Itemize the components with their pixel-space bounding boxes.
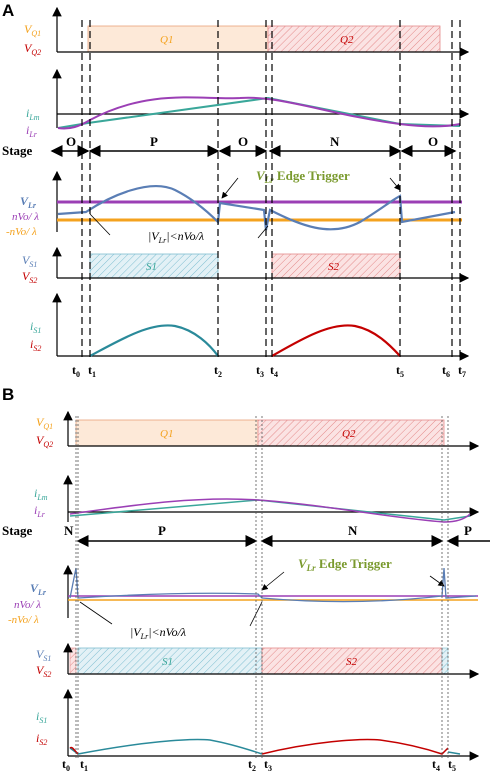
vs2-label-a: VS2 — [22, 269, 37, 285]
panel-a-voltage-row — [52, 170, 462, 239]
panel-a-current-row — [52, 68, 470, 130]
t4-a: t4 — [270, 363, 278, 379]
q1-box-b — [75, 419, 259, 447]
t6-a: t6 — [442, 363, 450, 379]
t1-b: t1 — [80, 757, 88, 771]
neg-limit-a: -nVo/ λ — [6, 226, 37, 238]
vs1-label-a: VS1 — [22, 253, 37, 269]
q1-box-label-b: Q1 — [160, 428, 173, 440]
is1-label-b: iS1 — [36, 709, 47, 725]
ilm-label-b: iLm — [34, 486, 48, 502]
panel-b-label: B — [2, 385, 14, 404]
stage-a-4: O — [428, 134, 438, 149]
s1-label-a: S1 — [146, 261, 157, 273]
panel-b-time-labels: t0 t1 t2 t3 t4 t5 — [62, 757, 456, 771]
t3-a: t3 — [256, 363, 264, 379]
ilm-label-a: iLm — [26, 106, 40, 122]
t7-a: t7 — [458, 363, 466, 379]
ilr-trace-b — [69, 498, 471, 523]
s1-box-a — [89, 253, 219, 279]
is2-label-b: iS2 — [36, 731, 47, 747]
panel-a-time-labels: t0 t1 t2 t3 t4 t5 t6 t7 — [72, 363, 466, 379]
t3-b: t3 — [264, 757, 272, 771]
vq1-label-b: VQ1 — [36, 415, 53, 431]
panel-a-stage-row: Stage O P O N O — [2, 134, 457, 158]
t1-a: t1 — [88, 363, 96, 379]
is2-trace-a — [271, 324, 401, 357]
vs1-label-b: VS1 — [36, 647, 51, 663]
stage-b-1: P — [158, 523, 166, 538]
vq2-label: VQ2 — [24, 41, 41, 57]
ilm-trace-a — [57, 96, 461, 129]
is1-trace-a — [89, 324, 219, 357]
panel-a-label: A — [2, 1, 14, 20]
ilr-label-b: iLr — [34, 503, 46, 519]
is1-label-a: iS1 — [30, 319, 41, 335]
stage-a-1: P — [150, 134, 158, 149]
s2-label-a: S2 — [328, 261, 340, 273]
ilm-trace-b — [69, 499, 471, 521]
neg-limit-b: -nVo/ λ — [8, 614, 39, 626]
panel-a-time-markers — [81, 20, 461, 360]
q2-box — [267, 25, 441, 53]
s2-box-a — [271, 253, 401, 279]
stage-title-b: Stage — [2, 523, 33, 538]
q2-box-label: Q2 — [340, 34, 354, 46]
ilr-trace-a — [57, 96, 461, 130]
vlr-trace-a — [57, 185, 456, 231]
q1-box — [87, 25, 269, 53]
stage-b-0: N — [64, 523, 74, 538]
s2-label-b: S2 — [346, 656, 358, 668]
edge-trigger-a: VLr Edge Trigger — [256, 168, 350, 185]
ilr-label-a: iLr — [26, 123, 38, 139]
vq2-label-b: VQ2 — [36, 433, 53, 449]
panel-a-gate-row: Q1 Q2 — [52, 6, 470, 57]
q2-box-label-b: Q2 — [342, 428, 356, 440]
is1-trace-b — [69, 738, 263, 755]
t0-b: t0 — [62, 757, 70, 771]
vlr-label-a: VLr — [20, 194, 37, 210]
t0-a: t0 — [72, 363, 80, 379]
panel-b-current-row — [63, 474, 480, 523]
s1-box-b — [77, 647, 263, 675]
pos-limit-b: nVo/ λ — [14, 599, 41, 611]
panel-b-stage-row: Stage N P N P — [2, 523, 490, 547]
edge-trigger-b: VLr Edge Trigger — [298, 556, 392, 573]
stage-a-2: O — [238, 134, 248, 149]
stage-title-a: Stage — [2, 143, 33, 158]
panel-b-diode-row — [63, 688, 480, 761]
vlr-label-b: VLr — [30, 581, 47, 597]
is2-label-a: iS2 — [30, 337, 41, 353]
pos-limit-a: nVo/ λ — [12, 211, 39, 223]
t2-a: t2 — [214, 363, 222, 379]
stage-b-3: P — [464, 523, 472, 538]
panel-b-gate-row: Q1 Q2 — [63, 410, 480, 451]
condition-a: |VLr|<nVo/λ — [148, 229, 204, 245]
panel-a-diode-row — [52, 292, 470, 361]
is2-trace-b — [261, 738, 449, 755]
panel-b-switch-row: S1 S2 — [63, 642, 480, 679]
panel-b-time-markers — [75, 416, 449, 760]
vs2-label-b: VS2 — [36, 663, 51, 679]
s1-label-b: S1 — [162, 656, 173, 668]
condition-b: |VLr|<nVo/λ — [130, 625, 186, 641]
stage-a-0: O — [66, 134, 76, 149]
panel-b-voltage-row — [63, 564, 478, 627]
q2-box-b — [257, 419, 445, 447]
vq1-label: VQ1 — [24, 22, 41, 38]
stage-a-3: N — [330, 134, 340, 149]
t4-b: t4 — [432, 757, 440, 771]
t5-b: t5 — [448, 757, 456, 771]
panel-a-switch-row: S1 S2 — [52, 246, 470, 283]
t2-b: t2 — [248, 757, 256, 771]
q1-box-label: Q1 — [160, 34, 173, 46]
t5-a: t5 — [396, 363, 404, 379]
stage-b-2: N — [348, 523, 358, 538]
